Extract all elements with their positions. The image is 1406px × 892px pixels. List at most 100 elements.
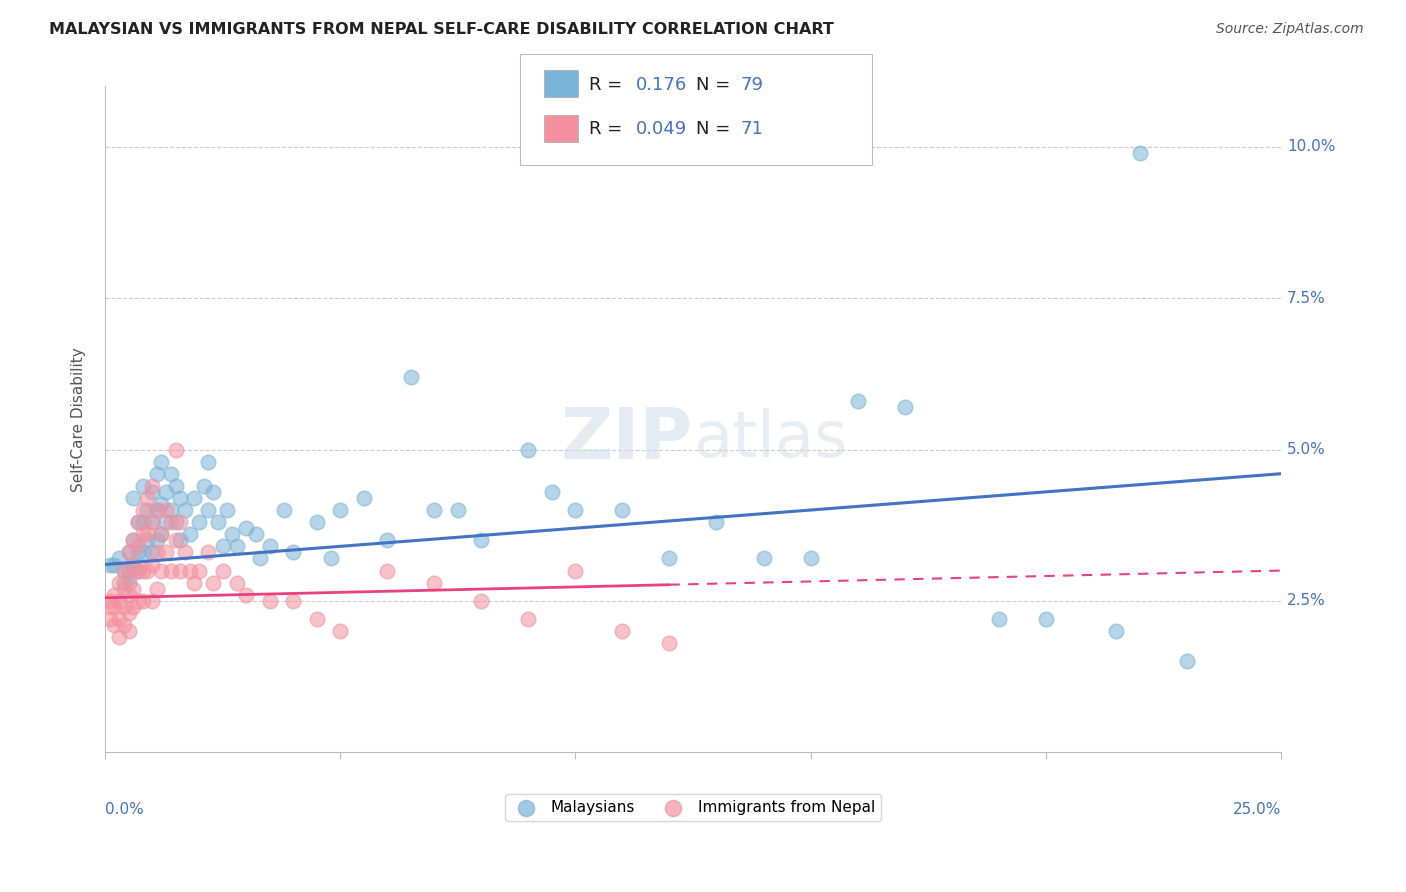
Point	[165, 479, 187, 493]
Point	[1175, 654, 1198, 668]
Point	[217, 503, 239, 517]
Point	[141, 484, 163, 499]
Text: 0.176: 0.176	[636, 76, 686, 94]
Point	[117, 545, 139, 559]
Point	[183, 575, 205, 590]
Text: 2.5%: 2.5%	[1286, 593, 1326, 608]
Point	[197, 545, 219, 559]
Point	[108, 612, 131, 626]
Point	[112, 618, 135, 632]
Point	[122, 599, 145, 614]
Point	[117, 564, 139, 578]
Point	[249, 551, 271, 566]
Point	[127, 564, 149, 578]
Point	[235, 521, 257, 535]
Point	[127, 515, 149, 529]
Point	[658, 551, 681, 566]
Text: R =: R =	[589, 120, 628, 138]
Point	[122, 582, 145, 596]
Point	[103, 588, 125, 602]
Point	[108, 575, 131, 590]
Point	[202, 575, 225, 590]
Point	[160, 564, 183, 578]
Text: 25.0%: 25.0%	[1233, 802, 1281, 817]
Point	[136, 527, 159, 541]
Point	[225, 575, 247, 590]
Point	[98, 599, 121, 614]
Point	[127, 515, 149, 529]
Point	[188, 515, 211, 529]
Point	[112, 582, 135, 596]
Point	[564, 564, 586, 578]
Point	[117, 606, 139, 620]
Point	[98, 612, 121, 626]
Point	[103, 599, 125, 614]
Point	[202, 484, 225, 499]
Point	[127, 564, 149, 578]
Point	[207, 515, 229, 529]
Point	[225, 539, 247, 553]
Point	[108, 551, 131, 566]
Point	[259, 594, 281, 608]
Point	[188, 564, 211, 578]
Point	[281, 594, 304, 608]
Point	[117, 588, 139, 602]
Point	[103, 558, 125, 572]
Point	[127, 594, 149, 608]
Point	[399, 370, 422, 384]
Text: MALAYSIAN VS IMMIGRANTS FROM NEPAL SELF-CARE DISABILITY CORRELATION CHART: MALAYSIAN VS IMMIGRANTS FROM NEPAL SELF-…	[49, 22, 834, 37]
Point	[150, 564, 173, 578]
Point	[893, 400, 915, 414]
Text: N =: N =	[696, 120, 735, 138]
Point	[423, 575, 446, 590]
Point	[221, 527, 243, 541]
Point	[141, 515, 163, 529]
Point	[658, 636, 681, 650]
Text: 5.0%: 5.0%	[1286, 442, 1326, 457]
Point	[155, 515, 177, 529]
Point	[517, 442, 540, 457]
Point	[211, 539, 233, 553]
Point	[145, 503, 167, 517]
Point	[136, 564, 159, 578]
Point	[179, 527, 201, 541]
Point	[112, 575, 135, 590]
Point	[145, 533, 167, 548]
Point	[108, 630, 131, 644]
Point	[987, 612, 1010, 626]
Point	[145, 503, 167, 517]
Point	[112, 564, 135, 578]
Point	[174, 545, 197, 559]
Point	[98, 594, 121, 608]
Point	[329, 624, 352, 638]
Point	[799, 551, 821, 566]
Point	[112, 599, 135, 614]
Point	[165, 442, 187, 457]
Point	[141, 545, 163, 559]
Point	[108, 594, 131, 608]
Point	[319, 551, 342, 566]
Point	[169, 491, 191, 505]
Point	[127, 539, 149, 553]
Text: R =: R =	[589, 76, 628, 94]
Point	[375, 564, 398, 578]
Point	[259, 539, 281, 553]
Point	[160, 467, 183, 481]
Point	[141, 558, 163, 572]
Text: 10.0%: 10.0%	[1286, 139, 1336, 154]
Point	[165, 533, 187, 548]
Point	[179, 564, 201, 578]
Point	[329, 503, 352, 517]
Point	[131, 479, 153, 493]
Legend: Malaysians, Immigrants from Nepal: Malaysians, Immigrants from Nepal	[505, 794, 882, 821]
Point	[612, 624, 634, 638]
Point	[150, 527, 173, 541]
Point	[1105, 624, 1128, 638]
Point	[131, 515, 153, 529]
Point	[197, 503, 219, 517]
Point	[193, 479, 215, 493]
Point	[423, 503, 446, 517]
Point	[141, 515, 163, 529]
Text: N =: N =	[696, 76, 735, 94]
Point	[136, 533, 159, 548]
